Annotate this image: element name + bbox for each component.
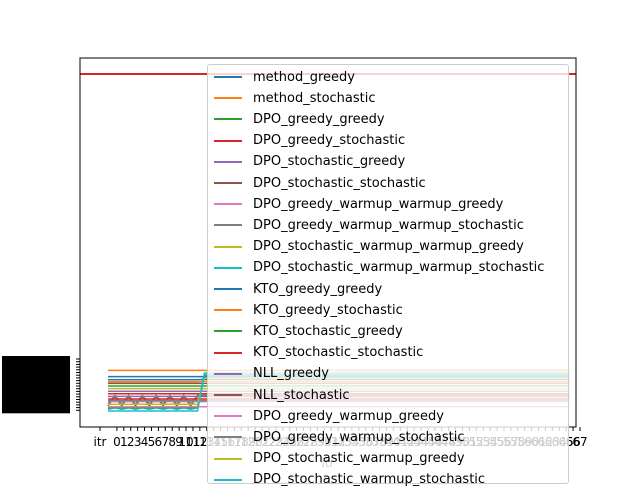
legend-swatch xyxy=(214,330,242,333)
x-tick-label: 12 xyxy=(192,435,207,449)
legend-label: DPO_stochastic_warmup_warmup_greedy xyxy=(253,239,524,255)
legend-swatch xyxy=(214,288,242,290)
legend-label: NLL_stochastic xyxy=(253,387,350,403)
legend-item: DPO_stochastic_greedy xyxy=(214,152,405,172)
legend-swatch xyxy=(214,394,242,396)
legend-label: DPO_greedy_stochastic xyxy=(253,133,406,149)
legend-swatch xyxy=(214,457,242,460)
x-tick-label: 66 xyxy=(565,435,580,449)
legend-swatch xyxy=(214,415,242,418)
legend-item: DPO_greedy_warmup_warmup_greedy xyxy=(214,194,503,214)
legend-item: DPO_greedy_greedy xyxy=(214,109,385,129)
x-tick-label: 9 xyxy=(175,435,183,449)
legend-item: method_greedy xyxy=(214,67,355,87)
legend-item: DPO_stochastic_warmup_warmup_stochastic xyxy=(214,258,544,278)
legend-label: KTO_stochastic_stochastic xyxy=(253,345,424,361)
legend-label: DPO_greedy_warmup_greedy xyxy=(253,408,444,424)
legend-swatch xyxy=(214,351,242,354)
legend-item: DPO_greedy_stochastic xyxy=(214,131,405,151)
legend-item: NLL_greedy xyxy=(214,364,329,384)
legend-label: DPO_stochastic_greedy xyxy=(253,154,406,170)
legend-item: DPO_greedy_warmup_stochastic xyxy=(214,427,465,447)
legend-label: KTO_stochastic_greedy xyxy=(253,323,403,339)
legend-item: DPO_greedy_warmup_greedy xyxy=(214,406,444,426)
legend-swatch xyxy=(214,160,242,163)
legend-swatch xyxy=(214,224,242,227)
legend-swatch xyxy=(214,139,242,142)
x-tick-label: 4 xyxy=(141,435,149,449)
legend-item: method_stochastic xyxy=(214,88,376,108)
x-tick-label: 8 xyxy=(168,435,176,449)
x-tick-label: 3 xyxy=(134,435,142,449)
x-tick-label: 67 xyxy=(572,435,587,449)
legend-swatch xyxy=(214,266,242,269)
legend-item: KTO_greedy_greedy xyxy=(214,279,382,299)
x-tick-label: 6 xyxy=(155,435,163,449)
legend-label: DPO_greedy_greedy xyxy=(253,111,385,127)
legend-item: KTO_stochastic_greedy xyxy=(214,321,403,341)
legend-item: DPO_greedy_warmup_warmup_stochastic xyxy=(214,215,524,235)
y-tick-label-smear xyxy=(2,407,70,414)
legend-label: DPO_stochastic_warmup_warmup_stochastic xyxy=(253,260,545,276)
legend-label: method_stochastic xyxy=(253,90,376,106)
legend-swatch xyxy=(214,436,242,439)
legend-item: DPO_stochastic_stochastic xyxy=(214,173,426,193)
legend-label: DPO_greedy_warmup_stochastic xyxy=(253,429,465,445)
legend: method_greedy method_stochastic DPO_greedy… xyxy=(207,64,569,487)
legend-swatch xyxy=(214,203,242,206)
legend-item: NLL_stochastic xyxy=(214,385,350,405)
legend-swatch xyxy=(214,76,242,78)
legend-label: KTO_greedy_stochastic xyxy=(253,302,403,318)
legend-swatch xyxy=(214,309,242,312)
y-tick-labels xyxy=(2,356,80,414)
x-tick-label: 0 xyxy=(113,435,121,449)
legend-label: DPO_stochastic_stochastic xyxy=(253,175,426,191)
legend-swatch xyxy=(214,245,242,248)
legend-swatch xyxy=(214,118,242,121)
x-tick-label: itr xyxy=(94,435,107,449)
legend-label: DPO_greedy_warmup_warmup_stochastic xyxy=(253,217,524,233)
legend-label: DPO_stochastic_warmup_greedy xyxy=(253,451,465,467)
legend-item: DPO_stochastic_warmup_greedy xyxy=(214,449,465,469)
legend-label: DPO_greedy_warmup_warmup_greedy xyxy=(253,196,504,212)
legend-label: method_greedy xyxy=(253,69,355,85)
legend-item: KTO_greedy_stochastic xyxy=(214,300,403,320)
x-tick-label: 1 xyxy=(120,435,128,449)
x-tick-label: 2 xyxy=(127,435,135,449)
x-tick-label: 11 xyxy=(185,435,200,449)
legend-swatch xyxy=(214,182,242,184)
x-tick-label: 10 xyxy=(178,435,193,449)
legend-label: NLL_greedy xyxy=(253,366,329,382)
legend-label: KTO_greedy_greedy xyxy=(253,281,383,297)
legend-item: KTO_stochastic_stochastic xyxy=(214,343,423,363)
legend-swatch xyxy=(214,97,242,100)
legend-item: DPO_stochastic_warmup_warmup_greedy xyxy=(214,237,524,257)
legend-swatch xyxy=(214,372,242,375)
x-tick-label: 7 xyxy=(161,435,169,449)
x-tick-label: 5 xyxy=(148,435,156,449)
